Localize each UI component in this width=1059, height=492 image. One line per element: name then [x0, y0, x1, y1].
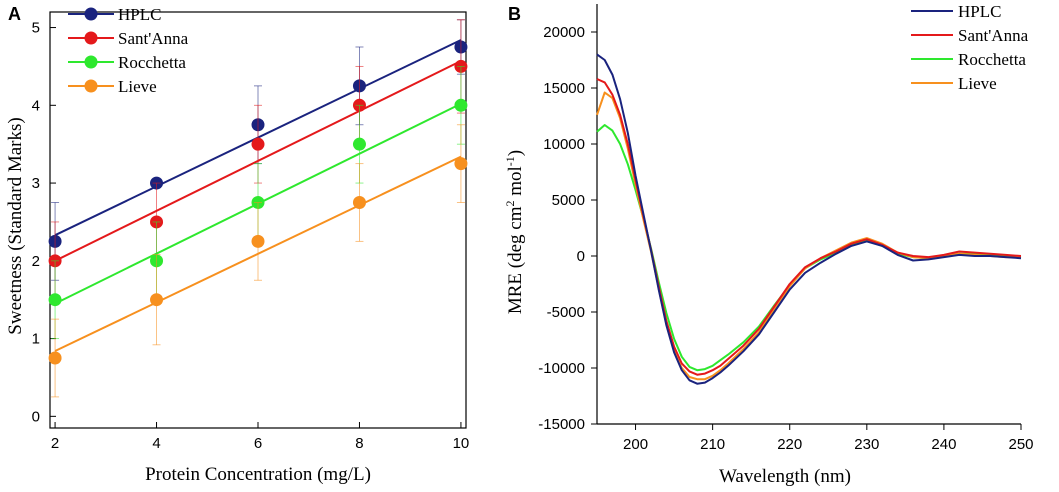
- chart-b-legend-item-lieve: Lieve: [911, 74, 997, 93]
- chart-a-x-tick-label: 6: [254, 435, 262, 452]
- chart-b-ylabel-part-1: MRE (deg cm: [505, 206, 526, 314]
- chart-a-legend-swatch-marker: [84, 55, 98, 69]
- chart-a-y-tick-label: 4: [32, 97, 40, 114]
- chart-b-ylabel-part-2: mol: [505, 166, 526, 200]
- chart-b-legend-item-sant-anna: Sant'Anna: [911, 26, 1029, 45]
- chart-a-x-axis-title: Protein Concentration (mg/L): [145, 464, 371, 485]
- chart-b-ylabel-sup-2: -1: [503, 156, 517, 166]
- chart-b-legend-label: Rocchetta: [958, 50, 1026, 69]
- chart-b-y-tick-label: 0: [577, 248, 585, 265]
- panel-a-label: A: [8, 4, 21, 24]
- chart-a-point: [352, 137, 366, 151]
- chart-a-y-tick-label: 1: [32, 331, 40, 348]
- chart-a-legend-item-sant-anna: Sant'Anna: [68, 29, 189, 48]
- chart-b-line-sant-anna: [596, 78, 1022, 376]
- chart-b-line-rocchetta: [596, 124, 1022, 372]
- chart-b-legend-label: Sant'Anna: [958, 26, 1029, 45]
- chart-a-legend-item-rocchetta: Rocchetta: [68, 53, 186, 72]
- chart-b-y-tick-label: -15000: [538, 416, 585, 433]
- chart-a-legend-swatch-marker: [84, 31, 98, 45]
- chart-b-legend-label: HPLC: [958, 2, 1001, 21]
- chart-b-y-tick-label: 10000: [543, 136, 585, 153]
- chart-a-y-axis-title: Sweetness (Standard Marks): [5, 117, 26, 334]
- panel-b-label: B: [508, 4, 521, 24]
- chart-b-legend-item-rocchetta: Rocchetta: [911, 50, 1026, 69]
- chart-a-x-tick-label: 2: [51, 435, 59, 452]
- chart-a-series-lieve: [48, 124, 468, 398]
- chart-b-ylabel-part-3: ): [505, 150, 526, 156]
- chart-a-legend-label: HPLC: [118, 5, 161, 24]
- chart-a-legend: HPLC Sant'Anna Rocchetta Lieve: [68, 5, 189, 96]
- chart-b-x-tick-label: 210: [700, 436, 725, 453]
- chart-b-x-tick-label: 240: [931, 436, 956, 453]
- chart-a-point: [48, 351, 62, 365]
- chart-a-legend-swatch-marker: [84, 7, 98, 21]
- chart-a-point: [352, 196, 366, 210]
- chart-b-x-tick-label: 220: [777, 436, 802, 453]
- chart-a-point: [48, 293, 62, 307]
- chart-a-legend-item-lieve: Lieve: [68, 77, 157, 96]
- chart-b-x-tick-label: 200: [623, 436, 648, 453]
- chart-a-legend-label: Sant'Anna: [118, 29, 189, 48]
- chart-a-legend-item-hplc: HPLC: [68, 5, 161, 24]
- chart-a-y-tick-label: 2: [32, 253, 40, 270]
- chart-a-fit-line: [54, 155, 462, 352]
- chart-a-x-tick-label: 10: [453, 435, 470, 452]
- chart-b-line-lieve: [596, 91, 1021, 381]
- chart-b-y-tick-label: 5000: [552, 192, 585, 209]
- chart-a-x-tick-label: 8: [355, 435, 363, 452]
- chart-b-legend: HPLC Sant'Anna Rocchetta Lieve: [911, 2, 1029, 93]
- chart-a-point: [251, 137, 265, 151]
- chart-b-y-tick-label: 20000: [543, 24, 585, 41]
- chart-b-cd-spectrum: 200 210 220 230 240 250 -15000 -10000 -5000 0 5000…: [538, 2, 1033, 453]
- chart-b-x-axis-title: Wavelength (nm): [719, 466, 851, 487]
- chart-b-line-hplc: [596, 53, 1022, 385]
- chart-a-fit-line: [54, 60, 462, 262]
- chart-a-point: [150, 293, 164, 307]
- chart-a-x-tick-label: 4: [152, 435, 160, 452]
- chart-b-y-tick-label: 15000: [543, 80, 585, 97]
- chart-b-legend-label: Lieve: [958, 74, 997, 93]
- chart-a-point: [454, 98, 468, 112]
- chart-a-y-tick-label: 0: [32, 408, 40, 425]
- chart-b-y-tick-label: -10000: [538, 360, 585, 377]
- chart-b-legend-item-hplc: HPLC: [911, 2, 1001, 21]
- chart-a-legend-swatch-marker: [84, 79, 98, 93]
- chart-b-x-tick-label: 230: [854, 436, 879, 453]
- chart-b-y-axis-title: MRE (deg cm2 mol-1): [503, 150, 526, 314]
- chart-a-point: [454, 157, 468, 171]
- chart-b-ylabel-sup-1: 2: [503, 200, 517, 206]
- chart-a-point: [251, 234, 265, 248]
- chart-a-legend-label: Lieve: [118, 77, 157, 96]
- chart-a-sweetness: 2 4 6 8 10 0 1 2 3 4 5 HPLC Sant'Anna Rocchetta Lieve: [32, 5, 470, 452]
- chart-b-x-tick-label: 250: [1008, 436, 1033, 453]
- chart-a-legend-label: Rocchetta: [118, 53, 186, 72]
- chart-a-y-tick-label: 3: [32, 175, 40, 192]
- chart-a-y-tick-label: 5: [32, 20, 40, 37]
- chart-b-y-tick-label: -5000: [547, 304, 585, 321]
